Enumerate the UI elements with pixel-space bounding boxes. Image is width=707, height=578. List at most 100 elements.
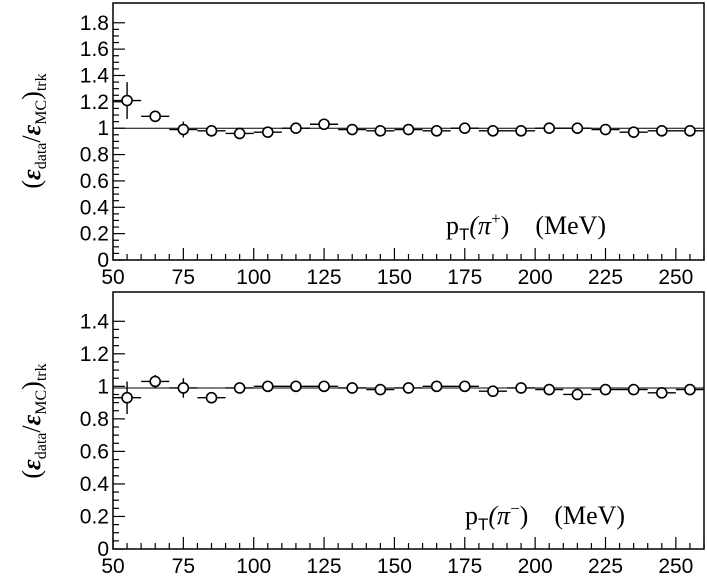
data-point xyxy=(450,380,479,393)
y-tick-label: 1.4 xyxy=(80,310,110,333)
data-points-top xyxy=(113,82,704,140)
y-tick-label: 1.4 xyxy=(80,64,110,87)
data-marker xyxy=(318,118,330,131)
x-tick-label: 100 xyxy=(236,266,271,289)
data-points-bottom xyxy=(113,374,704,414)
y-tick-label: 0 xyxy=(97,538,109,561)
data-marker xyxy=(149,375,162,388)
data-marker xyxy=(599,383,612,396)
data-marker xyxy=(121,94,133,107)
y-tick-label: 1.2 xyxy=(80,91,109,114)
y-tick-label: 1 xyxy=(97,375,109,398)
data-point xyxy=(619,383,648,396)
y-axis-label-top: (εdata/εMC)trk xyxy=(17,73,50,188)
y-tick-label: 0 xyxy=(97,249,109,272)
data-point xyxy=(225,127,254,140)
data-marker xyxy=(402,382,415,394)
data-marker xyxy=(290,122,302,135)
data-marker xyxy=(543,383,556,396)
data-point xyxy=(507,382,536,394)
data-point xyxy=(422,125,451,137)
x-axis-top: 50 75 100 125 150 175 200 225 250 xyxy=(101,248,705,289)
data-point xyxy=(197,125,226,137)
data-marker xyxy=(346,123,359,136)
data-marker xyxy=(402,123,415,136)
data-point xyxy=(113,381,142,414)
data-point xyxy=(619,126,648,138)
data-point xyxy=(591,383,620,396)
data-marker xyxy=(205,391,218,404)
data-marker xyxy=(318,380,330,393)
panel-bottom: 0 0.2 0.4 0.6 0.8 1 1.2 1.4 50 75 100 125 150 175 200… xyxy=(17,291,705,578)
data-point xyxy=(563,388,592,401)
data-marker xyxy=(177,123,190,136)
data-marker xyxy=(374,383,387,396)
x-axis-bottom: 50 75 100 125 150 175 200 225 250 xyxy=(101,537,705,578)
data-marker xyxy=(571,388,584,401)
data-point xyxy=(310,380,339,393)
x-tick-label: 75 xyxy=(172,555,195,578)
data-marker xyxy=(430,380,443,393)
y-axis-bottom: 0 0.2 0.4 0.6 0.8 1 1.2 1.4 xyxy=(80,310,125,561)
x-tick-label: 125 xyxy=(307,266,342,289)
x-tick-label: 225 xyxy=(588,555,623,578)
data-point xyxy=(366,383,395,396)
x-tick-label: 75 xyxy=(172,266,195,289)
data-marker xyxy=(627,126,640,138)
x-tick-label: 50 xyxy=(101,266,124,289)
y-tick-label: 0.8 xyxy=(80,408,109,431)
data-point xyxy=(675,125,704,137)
data-point xyxy=(338,123,367,136)
data-marker xyxy=(261,126,274,138)
x-tick-label: 175 xyxy=(447,555,482,578)
data-marker xyxy=(684,383,696,396)
data-point xyxy=(169,378,198,398)
y-tick-label: 1.6 xyxy=(80,38,109,61)
x-tick-label: 225 xyxy=(588,266,623,289)
y-tick-label: 0.4 xyxy=(80,473,110,496)
data-point xyxy=(366,125,395,137)
data-marker xyxy=(430,125,443,137)
y-tick-label: 0.6 xyxy=(80,440,109,463)
data-point xyxy=(647,125,676,137)
y-tick-label: 0.2 xyxy=(80,223,109,246)
x-tick-label: 100 xyxy=(236,555,271,578)
data-point xyxy=(591,123,620,136)
data-marker xyxy=(374,125,387,137)
x-tick-label: 125 xyxy=(307,555,342,578)
data-point xyxy=(450,122,479,135)
data-marker xyxy=(458,380,471,393)
data-point xyxy=(253,126,282,138)
data-marker xyxy=(543,122,556,135)
y-tick-label: 0.8 xyxy=(80,144,109,167)
x-tick-label: 200 xyxy=(518,266,553,289)
data-point xyxy=(478,385,507,398)
data-point xyxy=(225,382,254,394)
x-axis-label-top: pT(π+) (MeV) xyxy=(446,209,606,244)
x-tick-label: 175 xyxy=(447,266,482,289)
data-point xyxy=(535,383,564,396)
x-tick-label: 150 xyxy=(377,266,412,289)
y-axis-top: 0 0.2 0.4 0.6 0.8 1 1.2 1.4 1.6 1.8 xyxy=(80,12,125,272)
data-marker xyxy=(121,391,133,404)
data-point xyxy=(281,122,310,135)
y-tick-label: 1.2 xyxy=(80,343,109,366)
data-point xyxy=(253,380,282,393)
data-point xyxy=(394,123,423,136)
data-marker xyxy=(627,383,640,396)
x-tick-label: 50 xyxy=(101,555,124,578)
data-point xyxy=(141,374,170,388)
data-marker xyxy=(205,125,218,137)
data-point xyxy=(394,382,423,394)
data-marker xyxy=(290,380,302,393)
panel-top: 0 0.2 0.4 0.6 0.8 1 1.2 1.4 1.6 1.8 50 75 100 125 150… xyxy=(17,2,705,289)
data-point xyxy=(113,82,142,119)
data-marker xyxy=(487,125,499,137)
y-axis-label-bottom: (εdata/εMC)trk xyxy=(17,363,50,478)
data-point xyxy=(338,382,367,394)
data-marker xyxy=(515,382,527,394)
y-tick-label: 1 xyxy=(97,117,109,140)
data-point xyxy=(169,121,198,138)
data-marker xyxy=(655,125,668,137)
